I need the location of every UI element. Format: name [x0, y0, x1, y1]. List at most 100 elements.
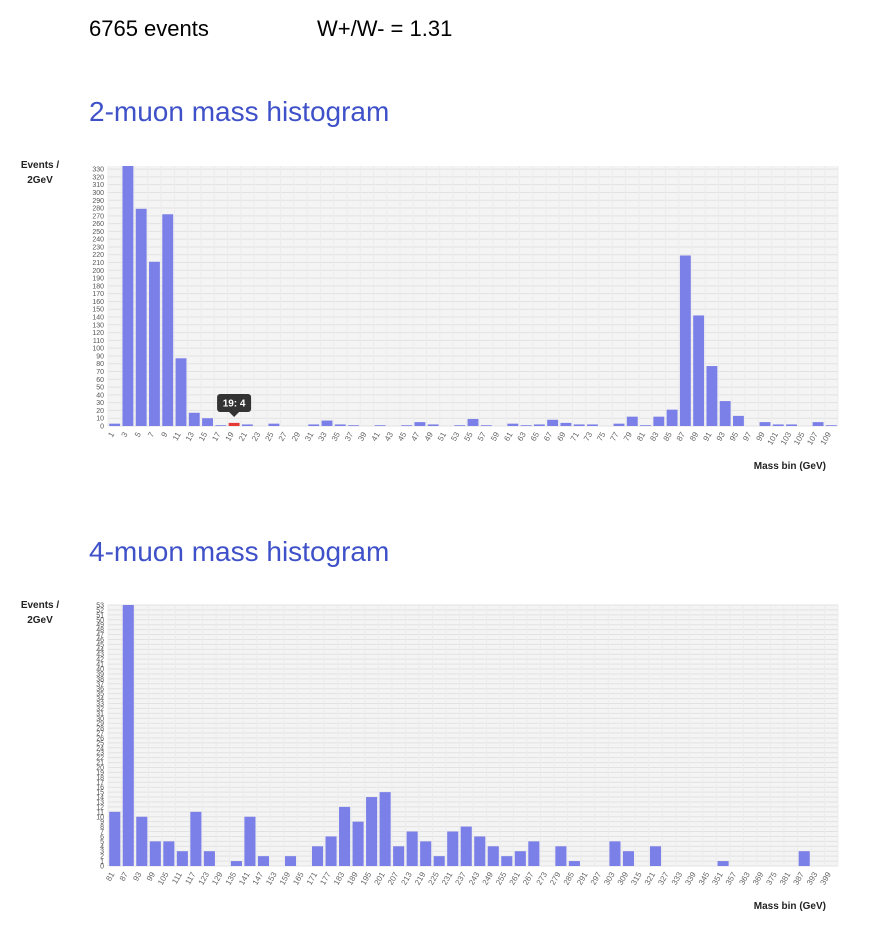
- bar-103[interactable]: [786, 424, 797, 426]
- x-tick-label: 93: [131, 870, 144, 883]
- x-tick-label: 177: [318, 870, 333, 887]
- bar-159[interactable]: [284, 856, 297, 866]
- bar-225[interactable]: [433, 856, 445, 866]
- histogram-2muon[interactable]: 0102030405060708090100110120130140150160…: [0, 150, 877, 480]
- bar-261[interactable]: [514, 851, 526, 866]
- bar-47[interactable]: [414, 422, 426, 426]
- bar-135[interactable]: [230, 861, 242, 866]
- histogram-4muon[interactable]: 0123456789101112131415161718192021222324…: [0, 590, 877, 920]
- bar-95[interactable]: [733, 415, 744, 426]
- x-tick-label: 23: [250, 430, 263, 443]
- bar-35[interactable]: [334, 424, 346, 426]
- bar-231[interactable]: [447, 831, 459, 866]
- bar-13[interactable]: [188, 412, 200, 426]
- bar-87[interactable]: [679, 255, 691, 426]
- y-tick-label: 43: [96, 652, 104, 659]
- bar-201[interactable]: [379, 792, 391, 866]
- bar-57[interactable]: [480, 425, 492, 426]
- bar-81[interactable]: [109, 811, 121, 866]
- x-tick-label: 65: [529, 430, 542, 443]
- bar-55[interactable]: [467, 418, 479, 426]
- bar-177[interactable]: [325, 836, 337, 866]
- bar-63[interactable]: [520, 425, 532, 426]
- bar-213[interactable]: [406, 831, 418, 866]
- bar-237[interactable]: [460, 826, 472, 866]
- bar-33[interactable]: [321, 420, 333, 426]
- bar-3[interactable]: [122, 166, 134, 426]
- y-tick-label: 160: [92, 299, 104, 306]
- bar-53[interactable]: [454, 425, 466, 426]
- bar-77[interactable]: [613, 423, 625, 426]
- y-tick-label: 20: [96, 408, 104, 415]
- bar-171[interactable]: [311, 846, 324, 866]
- bar-93[interactable]: [136, 816, 148, 866]
- bar-45[interactable]: [401, 425, 413, 426]
- bar-87[interactable]: [122, 605, 134, 866]
- y-tick-label: 53: [96, 603, 104, 610]
- bar-37[interactable]: [348, 425, 359, 426]
- x-tick-label: 99: [145, 870, 158, 883]
- bar-21[interactable]: [241, 424, 253, 426]
- bar-123[interactable]: [203, 851, 215, 866]
- bar-309[interactable]: [622, 851, 635, 866]
- bar-111[interactable]: [176, 851, 188, 866]
- bar-89[interactable]: [693, 315, 705, 426]
- bar-321[interactable]: [649, 846, 662, 866]
- bar-351[interactable]: [717, 861, 729, 866]
- x-tick-label: 363: [737, 870, 752, 887]
- bar-61[interactable]: [507, 423, 519, 426]
- bar-147[interactable]: [257, 856, 270, 866]
- bar-1[interactable]: [109, 423, 121, 426]
- bar-17[interactable]: [215, 425, 227, 426]
- bar-255[interactable]: [501, 856, 513, 866]
- bar-141[interactable]: [244, 816, 256, 866]
- x-tick-label: 107: [805, 430, 820, 447]
- y-tick-label: 17: [96, 780, 104, 787]
- bar-189[interactable]: [352, 821, 364, 866]
- bar-109[interactable]: [825, 425, 837, 426]
- bar-303[interactable]: [609, 841, 621, 866]
- x-tick-label: 81: [635, 430, 648, 443]
- bar-67[interactable]: [547, 419, 559, 426]
- bar-107[interactable]: [812, 422, 824, 426]
- bar-219[interactable]: [420, 841, 432, 866]
- bar-267[interactable]: [528, 841, 540, 866]
- x-tick-label: 101: [766, 430, 781, 447]
- bar-279[interactable]: [555, 846, 567, 866]
- bar-183[interactable]: [339, 806, 351, 866]
- bar-117[interactable]: [190, 811, 202, 866]
- bar-7[interactable]: [149, 261, 160, 426]
- bar-99[interactable]: [149, 841, 161, 866]
- bar-65[interactable]: [533, 424, 545, 426]
- bar-83[interactable]: [653, 416, 665, 426]
- bar-25[interactable]: [268, 423, 280, 426]
- bar-19[interactable]: [228, 422, 240, 426]
- bar-195[interactable]: [366, 797, 378, 866]
- bar-243[interactable]: [474, 836, 486, 866]
- chart-title-2muon: 2-muon mass histogram: [89, 96, 390, 127]
- bar-15[interactable]: [202, 418, 213, 426]
- bar-101[interactable]: [772, 424, 784, 426]
- bar-69[interactable]: [560, 422, 572, 426]
- bar-31[interactable]: [308, 424, 320, 426]
- bar-49[interactable]: [427, 424, 439, 426]
- y-tick-label: 90: [96, 353, 104, 360]
- bar-9[interactable]: [162, 214, 174, 426]
- bar-249[interactable]: [487, 846, 499, 866]
- x-tick-label: 399: [818, 870, 833, 887]
- bar-81[interactable]: [640, 425, 651, 426]
- bar-73[interactable]: [587, 424, 598, 426]
- bar-85[interactable]: [666, 409, 678, 426]
- bar-11[interactable]: [175, 358, 187, 426]
- bar-71[interactable]: [573, 424, 585, 426]
- bar-93[interactable]: [719, 401, 731, 426]
- bar-105[interactable]: [163, 841, 175, 866]
- bar-41[interactable]: [374, 425, 386, 426]
- bar-79[interactable]: [626, 416, 638, 426]
- bar-285[interactable]: [568, 861, 580, 866]
- bar-99[interactable]: [759, 422, 771, 426]
- bar-207[interactable]: [393, 846, 405, 866]
- bar-387[interactable]: [798, 851, 810, 866]
- bar-5[interactable]: [135, 208, 147, 426]
- bar-91[interactable]: [706, 366, 718, 426]
